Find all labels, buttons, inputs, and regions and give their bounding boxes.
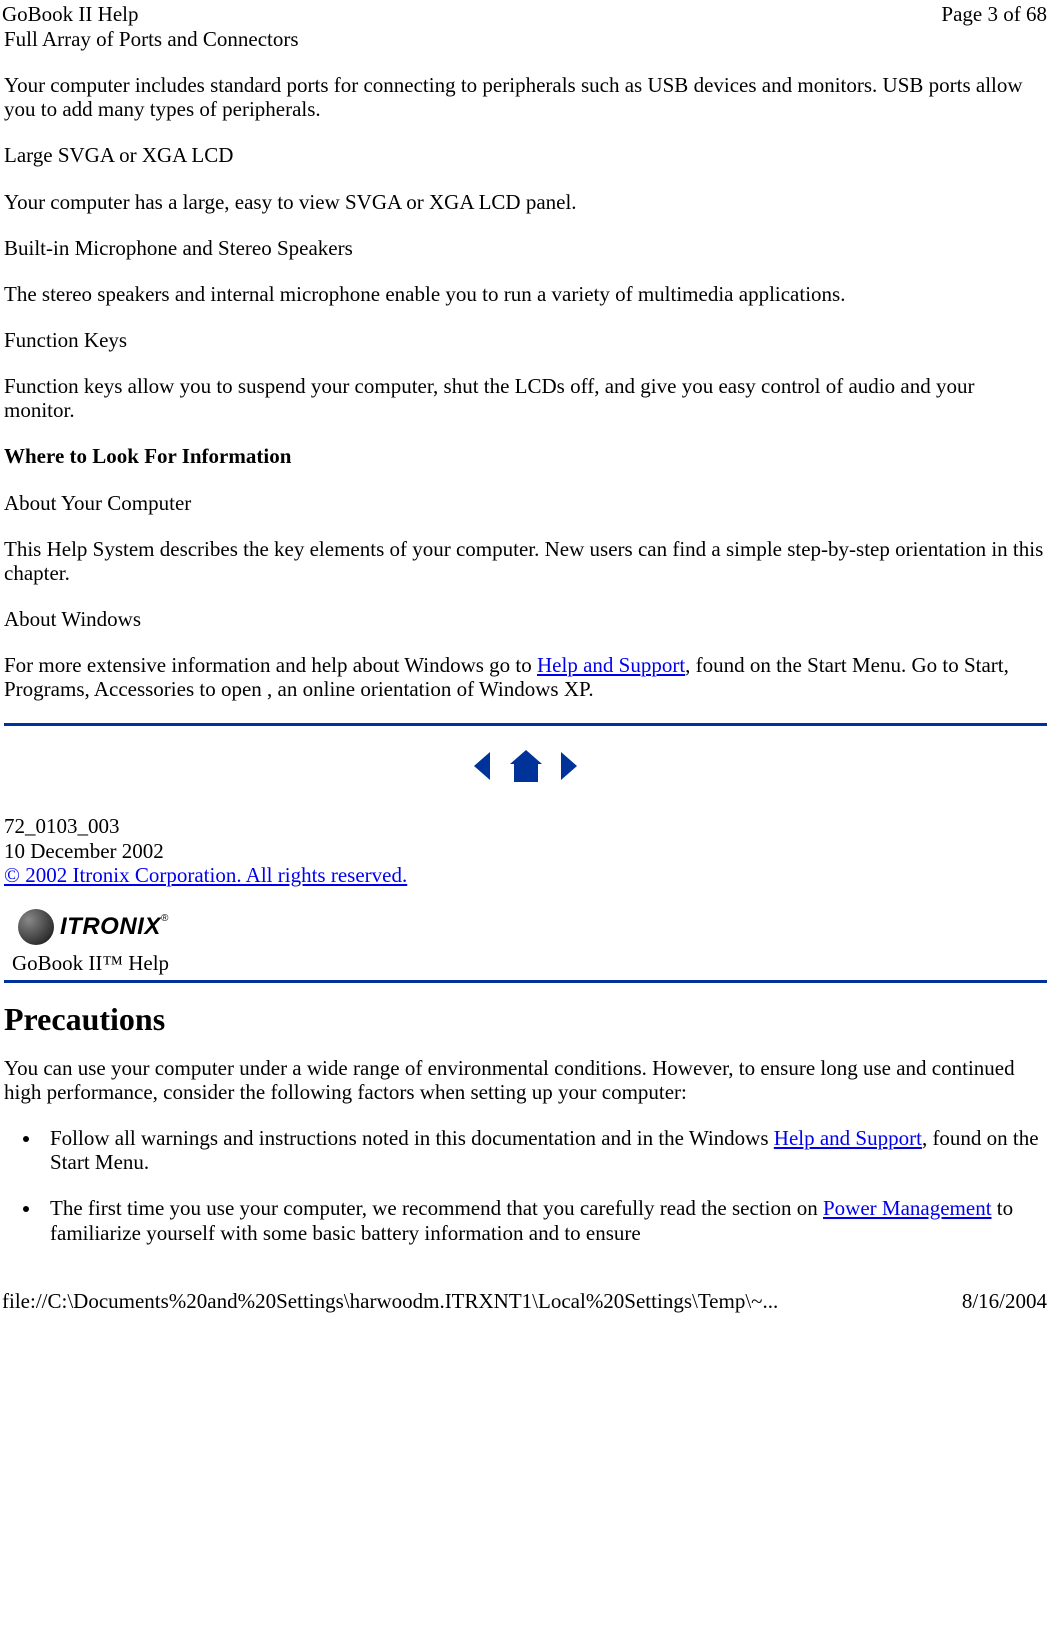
divider [4,723,1047,726]
nav-next-icon[interactable] [555,748,583,784]
copyright-link[interactable]: © 2002 Itronix Corporation. All rights r… [4,863,407,887]
logo-subtitle: GoBook II™ Help [4,951,1047,976]
section-title-lcd: Large SVGA or XGA LCD [4,143,1047,167]
globe-icon [18,909,54,945]
power-management-link[interactable]: Power Management [823,1196,992,1220]
doc-date: 10 December 2002 [4,839,1047,863]
section-body-about-windows: For more extensive information and help … [4,653,1047,701]
precautions-list: Follow all warnings and instructions not… [42,1126,1047,1245]
footer-path: file://C:\Documents%20and%20Settings\har… [2,1289,778,1314]
help-and-support-link-2[interactable]: Help and Support [774,1126,922,1150]
precautions-intro: You can use your computer under a wide r… [4,1056,1047,1104]
section-title-mic: Built-in Microphone and Stereo Speakers [4,236,1047,260]
nav-home-icon[interactable] [506,746,546,786]
section-title-about-computer: About Your Computer [4,491,1047,515]
section-body-fn: Function keys allow you to suspend your … [4,374,1047,422]
precautions-heading: Precautions [4,1001,1047,1038]
brand-text: ITRONIX® [60,913,169,941]
doc-number: 72_0103_003 [4,814,1047,838]
help-and-support-link[interactable]: Help and Support [537,653,685,677]
brand-logo: ITRONIX® [4,909,1047,945]
footer-date: 8/16/2004 [962,1289,1047,1314]
page-indicator: Page 3 of 68 [941,2,1047,27]
about-windows-pre: For more extensive information and help … [4,653,537,677]
section-title-ports: Full Array of Ports and Connectors [4,27,1047,51]
bullet2-pre: The first time you use your computer, we… [50,1196,823,1220]
list-item: Follow all warnings and instructions not… [42,1126,1047,1174]
nav-icons [4,746,1047,786]
section-body-mic: The stereo speakers and internal microph… [4,282,1047,306]
section-title-where: Where to Look For Information [4,444,1047,468]
section-body-ports: Your computer includes standard ports fo… [4,73,1047,121]
bullet1-pre: Follow all warnings and instructions not… [50,1126,774,1150]
section-body-about-computer: This Help System describes the key eleme… [4,537,1047,585]
section-body-lcd: Your computer has a large, easy to view … [4,190,1047,214]
doc-header-title: GoBook II Help [2,2,138,27]
nav-prev-icon[interactable] [468,748,496,784]
section-title-fn: Function Keys [4,328,1047,352]
section-title-about-windows: About Windows [4,607,1047,631]
divider-2 [4,980,1047,983]
list-item: The first time you use your computer, we… [42,1196,1047,1244]
